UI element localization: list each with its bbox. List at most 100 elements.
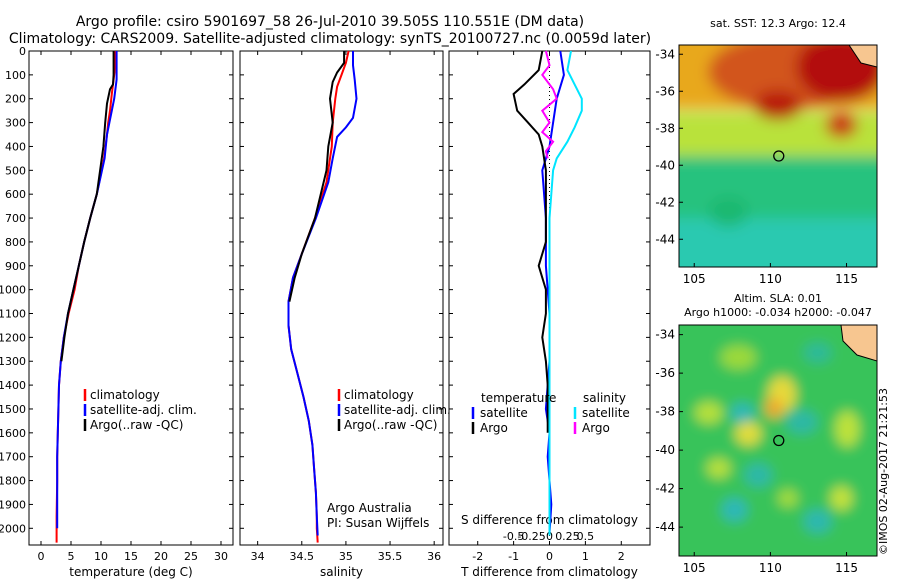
y-tick-label: 200 (5, 93, 26, 106)
lat-tick-label: -34 (655, 328, 675, 342)
sst-hot-core (796, 45, 877, 103)
temperature-frame (28, 50, 234, 546)
salinity-frame (239, 50, 444, 546)
x-tick-label: -1 (508, 550, 519, 563)
legend-label: Argo (480, 421, 508, 435)
y-tick-label: 1400 (0, 379, 26, 392)
legend-label: climatology (344, 388, 414, 402)
y-tick-label: 1800 (0, 475, 26, 488)
sst-map-panel: 105 110 115 -34 -36 -38 -40 -42 -44 sat. SST: 12.… (655, 17, 878, 286)
difference-xlabel: T difference from climatology (460, 565, 638, 579)
lon-tick-label: 105 (683, 272, 706, 286)
y-tick-label: 1100 (0, 308, 26, 321)
sla-eddy (706, 458, 731, 479)
argo-position-marker (773, 150, 785, 162)
sla-eddy (803, 509, 832, 534)
sst-map-field-blur (679, 45, 877, 267)
sla-eddy (835, 410, 860, 447)
y-tick-label: 1200 (0, 331, 26, 344)
sst-cool-eddy (708, 196, 749, 227)
legend-label: satellite-adj. clim. (90, 403, 197, 417)
lat-tick-label: -42 (655, 195, 675, 209)
legend-label: Argo(..raw -QC) (90, 418, 183, 432)
x-tick-label: 20 (154, 550, 168, 563)
y-tick-label: 400 (5, 140, 26, 153)
legend-title-salinity: salinity (583, 391, 626, 405)
lon-tick-label: 115 (835, 561, 858, 575)
annotation-text: PI: Susan Wijffels (327, 516, 429, 530)
sst-map-frame (678, 44, 878, 268)
S-tick-label: -0.5 (503, 530, 524, 543)
sla-map-land (840, 325, 877, 362)
sla-eddy (830, 486, 853, 511)
temperature-panel: 0100200300400500600700800900100011001200… (0, 45, 234, 579)
S-tick-label: 0.25 (555, 530, 580, 543)
argo-position-marker (773, 434, 785, 447)
series-satellite-adj-clim- (287, 51, 358, 536)
S-tick-label: -0.25 (517, 530, 545, 543)
x-tick-label: 0 (38, 550, 45, 563)
sla-map-field (679, 325, 877, 556)
series-climatology (55, 51, 117, 543)
lon-tick-label: 105 (683, 561, 706, 575)
lon-tick-label: 110 (759, 561, 782, 575)
S-tick-label: 0.5 (577, 530, 595, 543)
x-tick-label: 2 (618, 550, 625, 563)
legend-label: satellite (582, 406, 630, 420)
y-tick-label: 2000 (0, 522, 26, 535)
x-tick-label: 30 (214, 550, 228, 563)
sla-eddy (803, 342, 832, 363)
lat-tick-label: -40 (655, 158, 675, 172)
sst-map-field (679, 45, 877, 267)
y-tick-label: 100 (5, 69, 26, 82)
salinity-panel: 34 34.5 35 35.5 36 salinity climatologysatelli… (239, 50, 451, 579)
y-tick-label: 600 (5, 188, 26, 201)
lat-tick-label: -42 (655, 482, 675, 496)
temperature-xlabel: temperature (deg C) (69, 565, 192, 579)
sla-map-frame (678, 324, 878, 557)
series-climatology (287, 50, 350, 543)
series-argo-raw-qc- (288, 51, 346, 302)
sla-map-title-line1: Altim. SLA: 0.01 (734, 292, 822, 305)
sla-eddy (735, 421, 762, 446)
lat-tick-label: -40 (655, 443, 675, 457)
lat-tick-label: -38 (655, 121, 675, 135)
legend-title-temperature: temperature (481, 391, 556, 405)
series-salinity-satellite (548, 50, 583, 536)
series-salinity-argo (540, 50, 558, 159)
series-temperature-argo (512, 50, 549, 433)
lon-tick-label: 115 (835, 272, 858, 286)
legend-label: satellite (480, 406, 528, 420)
x-tick-label: 34.5 (290, 550, 315, 563)
sla-eddy (785, 410, 818, 435)
sla-eddy (744, 463, 773, 488)
legend-label: Argo(..raw -QC) (344, 418, 437, 432)
y-tick-label: 900 (5, 260, 26, 273)
y-tick-label: 1600 (0, 427, 26, 440)
sla-eddy (720, 345, 757, 370)
figure-title-line1: Argo profile: csiro 5901697_58 26-Jul-20… (75, 14, 585, 30)
sla-eddy (694, 401, 723, 424)
y-tick-label: 800 (5, 236, 26, 249)
sla-map-title-line2: Argo h1000: -0.034 h2000: -0.047 (684, 306, 872, 319)
x-tick-label: 0 (546, 550, 553, 563)
lat-tick-label: -44 (655, 232, 675, 246)
sst-warm-eddy (825, 111, 858, 138)
annotation-text: Argo Australia (327, 501, 412, 515)
sla-eddy (765, 398, 784, 419)
x-tick-label: -2 (472, 550, 483, 563)
salinity-xlabel: salinity (320, 565, 363, 579)
sla-map-field-blur (679, 325, 877, 556)
x-tick-label: 5 (68, 550, 75, 563)
x-tick-label: 10 (94, 550, 108, 563)
timestamp-stamp: ©IMOS 02-Aug-2017 21:21:53 (877, 388, 890, 555)
sla-eddy (730, 402, 755, 423)
sst-map-title: sat. SST: 12.3 Argo: 12.4 (710, 17, 846, 30)
sla-map-panel: 105 110 115 -34 -36 -38 -40 -42 -44 Altim. SLA: 0… (655, 292, 878, 575)
y-tick-label: 0 (19, 45, 26, 58)
legend-label: satellite-adj. clim. (344, 403, 451, 417)
x-tick-label: 15 (124, 550, 138, 563)
y-tick-label: 300 (5, 117, 26, 130)
